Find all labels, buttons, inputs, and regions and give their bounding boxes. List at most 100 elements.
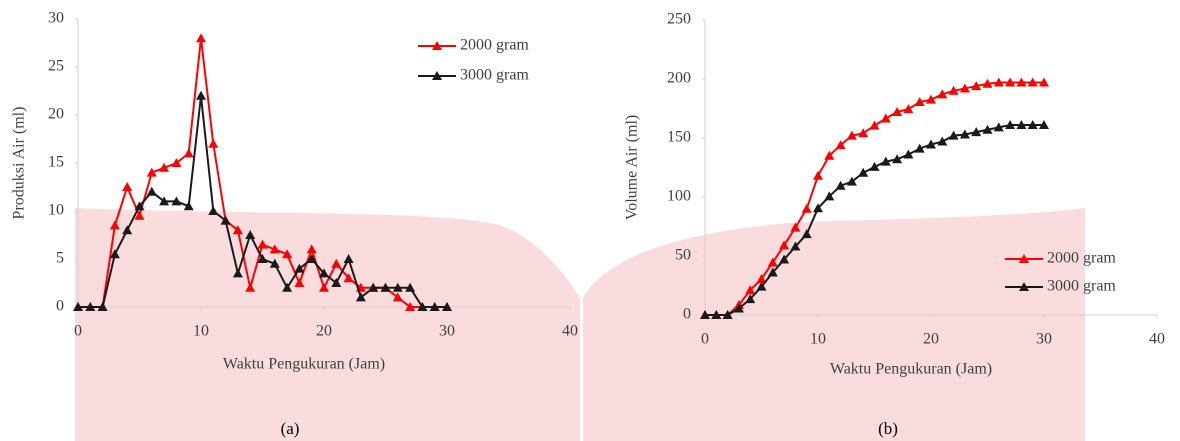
- marker: [982, 124, 993, 134]
- marker: [745, 285, 756, 295]
- marker: [892, 154, 903, 164]
- marker: [733, 303, 744, 313]
- marker: [813, 203, 823, 213]
- x-axis-title: Waktu Pengukuran (Jam): [830, 361, 992, 378]
- marker: [183, 148, 194, 158]
- marker: [914, 143, 925, 153]
- marker: [319, 268, 329, 278]
- marker: [319, 282, 329, 292]
- legend-label: 3000 gram: [460, 67, 529, 84]
- y-tick-label: 250: [667, 11, 691, 28]
- marker: [232, 225, 243, 235]
- x-tick-label: 40: [1149, 331, 1165, 348]
- y-tick-label: 10: [48, 202, 64, 219]
- marker: [269, 258, 280, 268]
- marker: [1016, 120, 1027, 130]
- marker: [343, 273, 354, 283]
- marker: [926, 139, 936, 149]
- marker: [1039, 77, 1049, 87]
- marker: [122, 225, 133, 235]
- marker: [948, 130, 959, 140]
- marker: [959, 83, 970, 93]
- legend-marker: [432, 71, 442, 80]
- marker: [846, 130, 857, 140]
- marker: [790, 222, 801, 232]
- y-tick-label: 50: [675, 247, 691, 264]
- marker: [903, 149, 914, 159]
- y-tick-label: 0: [56, 298, 64, 315]
- marker: [971, 127, 982, 137]
- marker: [1039, 120, 1049, 130]
- marker: [282, 249, 293, 259]
- background-shape: [75, 208, 580, 441]
- marker: [903, 104, 914, 114]
- caption: (b): [878, 419, 898, 438]
- marker: [971, 81, 982, 91]
- marker: [306, 244, 317, 254]
- y-tick-label: 200: [667, 70, 691, 87]
- marker: [405, 302, 416, 311]
- marker: [146, 167, 157, 177]
- marker: [257, 239, 268, 249]
- y-axis-title: Volume Air (ml): [624, 115, 641, 220]
- marker: [824, 150, 835, 160]
- marker: [914, 97, 925, 107]
- x-tick-label: 40: [562, 323, 578, 340]
- marker: [767, 267, 778, 277]
- marker: [159, 162, 170, 172]
- y-tick-label: 15: [48, 154, 64, 171]
- marker: [1005, 120, 1016, 130]
- marker: [208, 206, 219, 215]
- marker: [959, 129, 970, 139]
- marker: [801, 203, 812, 213]
- x-tick-label: 30: [1036, 331, 1052, 348]
- x-tick-label: 30: [439, 323, 455, 340]
- x-tick-label: 10: [193, 323, 209, 340]
- marker: [109, 249, 120, 259]
- marker: [232, 268, 243, 278]
- marker: [846, 176, 857, 186]
- marker: [97, 302, 108, 311]
- marker: [220, 215, 231, 225]
- y-tick-label: 5: [56, 250, 64, 267]
- marker: [779, 240, 790, 250]
- marker: [442, 302, 452, 311]
- marker: [869, 161, 880, 171]
- marker: [392, 292, 403, 302]
- marker: [835, 180, 846, 190]
- x-tick-label: 20: [316, 323, 332, 340]
- marker: [1027, 77, 1038, 87]
- marker: [429, 302, 440, 311]
- marker: [756, 274, 767, 284]
- marker: [982, 78, 993, 88]
- caption: (a): [281, 419, 300, 438]
- marker: [869, 120, 880, 130]
- marker: [294, 263, 305, 273]
- marker: [306, 254, 317, 263]
- x-tick-label: 10: [810, 331, 826, 348]
- y-tick-label: 0: [683, 306, 691, 323]
- marker: [937, 89, 948, 99]
- legend-label: 2000 gram: [460, 37, 529, 54]
- marker: [993, 122, 1004, 132]
- marker: [122, 182, 133, 191]
- marker: [1016, 77, 1027, 87]
- legend-marker: [432, 41, 442, 50]
- marker: [392, 282, 403, 292]
- marker: [245, 230, 256, 239]
- marker: [1005, 77, 1016, 87]
- marker: [835, 140, 846, 150]
- marker: [779, 254, 790, 264]
- y-tick-label: 30: [48, 10, 64, 27]
- marker: [711, 310, 722, 319]
- marker: [926, 94, 936, 104]
- marker: [171, 196, 182, 206]
- y-axis-title: Produksi Air (ml): [11, 107, 28, 220]
- x-tick-label: 0: [701, 331, 709, 348]
- marker: [331, 278, 342, 287]
- marker: [368, 282, 379, 292]
- legend-label: 3000 gram: [1047, 278, 1116, 295]
- marker: [257, 254, 268, 263]
- marker: [767, 257, 778, 267]
- marker: [993, 77, 1004, 87]
